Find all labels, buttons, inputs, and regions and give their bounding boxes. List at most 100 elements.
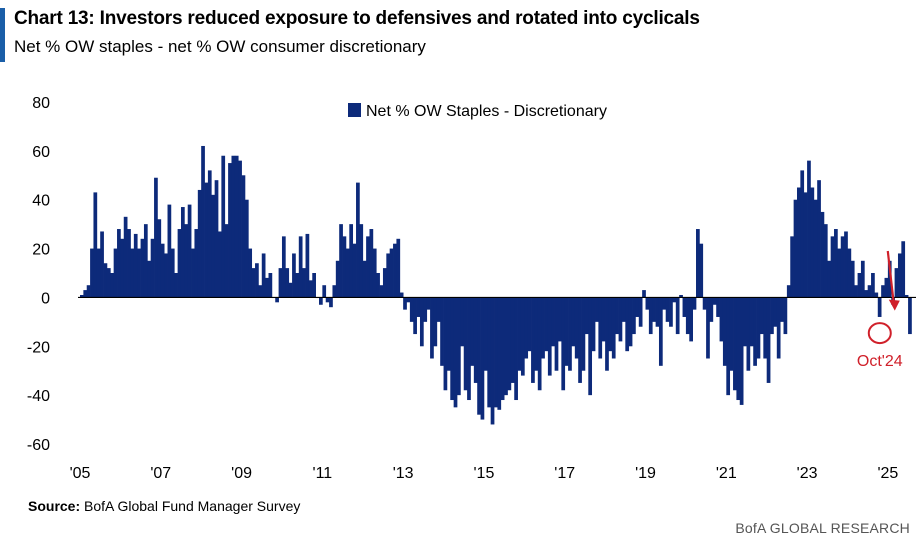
bar	[743, 297, 747, 347]
bar	[746, 297, 751, 371]
bar	[783, 297, 788, 335]
bar	[285, 268, 290, 298]
bar	[197, 189, 202, 298]
bar	[342, 236, 347, 298]
bar	[396, 238, 401, 298]
page-title: Chart 13: Investors reduced exposure to …	[14, 8, 700, 29]
bar	[827, 260, 832, 298]
page-subtitle: Net % OW staples - net % OW consumer dis…	[14, 37, 426, 56]
bar	[130, 248, 135, 298]
bar	[480, 297, 485, 420]
bar	[756, 297, 761, 359]
bar	[655, 297, 660, 327]
y-tick-label: 20	[32, 242, 50, 259]
accent-bar	[0, 8, 5, 62]
bar	[568, 297, 572, 371]
bar	[648, 297, 653, 335]
bar	[90, 248, 94, 298]
bar	[554, 297, 559, 371]
bar	[541, 297, 545, 359]
bar	[275, 297, 279, 303]
bar	[147, 260, 152, 298]
bar	[722, 297, 727, 366]
bar	[588, 297, 593, 396]
bar	[733, 297, 737, 391]
bar	[332, 285, 337, 298]
bar	[625, 297, 630, 352]
bar	[419, 297, 424, 347]
bar	[339, 224, 343, 298]
x-tick-label: '13	[393, 465, 414, 482]
bar	[312, 273, 316, 298]
bar	[527, 297, 532, 352]
bar	[662, 297, 667, 310]
bar	[638, 297, 643, 327]
bar	[150, 238, 155, 298]
bar	[706, 297, 710, 359]
bar	[840, 236, 845, 298]
bar	[598, 297, 603, 359]
bar	[669, 297, 673, 327]
x-tick-label: '15	[474, 465, 495, 482]
bar	[719, 297, 724, 342]
bar	[143, 224, 148, 298]
bar	[453, 297, 458, 408]
bar	[632, 297, 636, 335]
bar	[335, 260, 340, 298]
y-tick-label: 60	[32, 144, 50, 161]
bar	[547, 297, 552, 376]
bar	[177, 229, 182, 298]
bar	[689, 297, 693, 342]
bar	[180, 207, 185, 298]
source-note: Source: BofA Global Fund Manager Survey	[28, 498, 300, 514]
bar	[194, 229, 199, 298]
bar	[581, 297, 586, 371]
bar	[268, 273, 273, 298]
bar	[544, 297, 549, 352]
x-tick-label: '25	[877, 465, 898, 482]
bar	[224, 224, 229, 298]
bar	[416, 297, 421, 317]
y-tick-label: -40	[27, 388, 50, 405]
bar	[803, 192, 808, 298]
bar	[675, 297, 680, 335]
bar	[726, 297, 731, 396]
bar	[780, 297, 784, 322]
bar	[739, 297, 744, 405]
bar	[352, 243, 357, 298]
bar	[80, 294, 84, 298]
bar	[477, 297, 481, 415]
bar	[823, 224, 828, 298]
bar	[184, 224, 189, 298]
y-tick-label: 40	[32, 193, 50, 210]
bar	[685, 297, 690, 335]
bar	[793, 199, 798, 298]
bar	[359, 224, 364, 298]
bar	[635, 297, 640, 317]
x-tick-label: '17	[554, 465, 575, 482]
bar	[696, 229, 700, 298]
bar	[308, 280, 313, 298]
bar	[258, 285, 263, 298]
bar	[534, 297, 539, 371]
y-tick-label: 0	[41, 290, 50, 307]
bar	[897, 253, 902, 298]
bar	[426, 297, 431, 310]
bar	[201, 145, 205, 298]
bar	[366, 236, 370, 298]
bar	[608, 297, 613, 352]
bar	[574, 297, 579, 359]
bar	[319, 297, 323, 305]
bar	[490, 297, 495, 425]
bar	[736, 297, 741, 401]
source-label: Source:	[28, 498, 81, 514]
bar	[376, 273, 380, 298]
bar	[473, 297, 478, 383]
bar	[820, 211, 825, 298]
bar	[191, 248, 195, 298]
bar	[813, 199, 818, 298]
bar	[86, 285, 91, 298]
bar	[908, 297, 912, 335]
bar	[460, 297, 465, 347]
bar	[504, 297, 508, 396]
